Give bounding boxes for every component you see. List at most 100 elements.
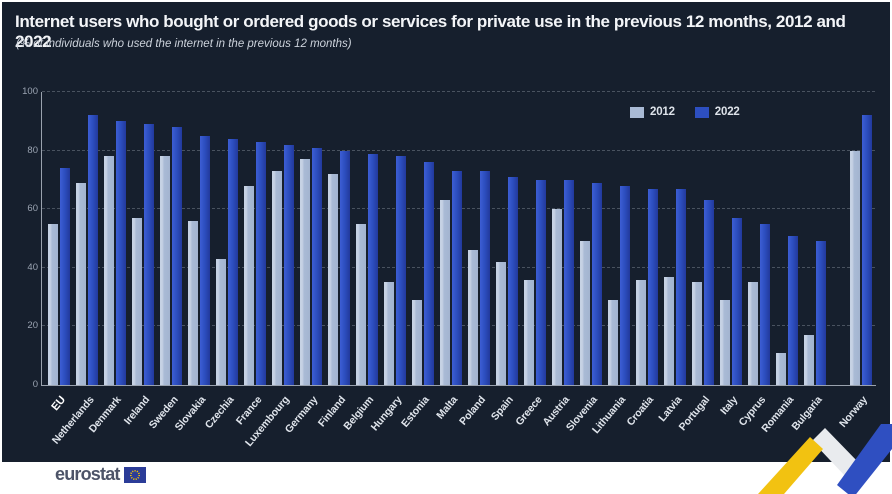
chart-panel: Internet users who bought or ordered goo…: [2, 2, 890, 462]
bar-2022-sweden: [172, 127, 182, 385]
bar-2012-italy: [720, 300, 730, 385]
bar-2022-norway: [862, 115, 872, 385]
bar-group-eu: EU: [45, 92, 73, 413]
x-axis-line: [41, 385, 876, 386]
y-tick-label: 100: [22, 86, 38, 97]
x-tick-label-malta: Malta: [434, 394, 461, 422]
bar-2012-bulgaria: [804, 335, 814, 385]
bar-2012-france: [244, 185, 254, 385]
bar-group-netherlands: Netherlands: [49, 92, 101, 447]
bar-2022-belgium: [368, 153, 378, 385]
bar-group-slovakia: Slovakia: [173, 92, 213, 433]
bar-2022-poland: [480, 171, 490, 385]
bar-2022-germany: [312, 147, 322, 385]
bar-2012-austria: [552, 209, 562, 385]
bar-group-norway: Norway: [837, 92, 875, 430]
bar-2022-france: [256, 141, 266, 385]
bar-group-slovenia: Slovenia: [564, 92, 605, 434]
bar-group-italy: Italy: [717, 92, 745, 417]
bar-2012-sweden: [160, 156, 170, 385]
bar-2022-estonia: [424, 162, 434, 385]
bar-2012-slovakia: [188, 220, 198, 385]
bar-2012-romania: [776, 352, 786, 385]
bar-2022-lithuania: [620, 185, 630, 385]
bar-group-romania: Romania: [759, 92, 801, 435]
ribbon-yellow-band: [758, 437, 823, 494]
bar-group-estonia: Estonia: [400, 92, 437, 430]
ribbon-white-band: [812, 428, 859, 477]
footer-strip: [0, 462, 892, 494]
bar-2012-portugal: [692, 282, 702, 385]
bar-groups: EU Netherlands Denmark Ireland Sweden Slovaki…: [45, 92, 875, 449]
eurostat-logo: eurostat: [55, 464, 146, 485]
bar-2022-czechia: [228, 138, 238, 385]
bar-2012-slovenia: [580, 241, 590, 385]
y-tick-label: 40: [27, 261, 38, 273]
bar-2022-greece: [536, 179, 546, 385]
bar-2022-romania: [788, 235, 798, 385]
gridline: [42, 91, 875, 92]
y-axis-line: [41, 92, 42, 385]
bar-2022-ireland: [144, 124, 154, 385]
bar-group-malta: Malta: [434, 92, 465, 422]
y-tick-label: 60: [27, 203, 38, 215]
legend-swatch-2012-icon: [630, 106, 644, 118]
bar-group-france: France: [234, 92, 269, 427]
bar-2012-germany: [300, 159, 310, 385]
y-tick-label: 20: [27, 320, 38, 332]
bar-2012-norway: [850, 150, 860, 385]
bar-2022-denmark: [116, 121, 126, 385]
bar-2022-cyprus: [760, 223, 770, 385]
plot-area: 0 20 40 60 80 100 EU Netherlands Denmark Ireland…: [22, 86, 876, 449]
bar-2012-greece: [524, 279, 534, 385]
bar-2012-latvia: [664, 276, 674, 385]
chart-title: Internet users who bought or ordered goo…: [15, 12, 846, 51]
gridline: [42, 149, 875, 151]
legend-item-2012: 2012: [630, 106, 675, 118]
bar-2022-slovenia: [592, 182, 602, 385]
legend-item-2022: 2022: [694, 106, 740, 118]
bar-group-denmark: Denmark: [87, 92, 129, 435]
bar-2022-latvia: [676, 188, 686, 385]
bar-2012-poland: [468, 250, 478, 385]
bar-group-germany: Germany: [283, 92, 325, 436]
bar-2012-hungary: [384, 282, 394, 385]
bar-2012-denmark: [104, 156, 114, 385]
bar-group-hungary: Hungary: [369, 92, 409, 433]
legend-swatch-2022-icon: [694, 106, 709, 118]
bar-group-ireland: Ireland: [122, 92, 157, 427]
bar-2012-luxembourg: [272, 171, 282, 385]
bar-2012-malta: [440, 200, 450, 385]
bar-group-bulgaria: Bulgaria: [789, 92, 829, 433]
bar-2012-croatia: [636, 279, 646, 385]
bar-2022-eu: [60, 168, 70, 385]
bar-group-austria: Austria: [541, 92, 577, 428]
ribbon-blue-band: [837, 424, 892, 494]
y-tick-label: 80: [27, 144, 38, 156]
bar-group-poland: Poland: [457, 92, 493, 428]
x-tick-label-greece: Greece: [512, 394, 545, 429]
legend: 2012 2022: [630, 106, 740, 118]
bar-group-lithuania: Lithuania: [590, 92, 633, 436]
bar-group-portugal: Portugal: [677, 92, 717, 433]
bar-2012-czechia: [216, 259, 226, 385]
bar-2012-finland: [328, 174, 338, 385]
bar-2022-finland: [340, 150, 350, 385]
bar-group-czechia: Czechia: [202, 92, 241, 431]
bar-2022-malta: [452, 171, 462, 385]
bar-2012-belgium: [356, 223, 366, 385]
bar-2012-estonia: [412, 300, 422, 385]
x-tick-label-spain: Spain: [489, 394, 517, 423]
bar-group-croatia: Croatia: [625, 92, 661, 428]
bar-2022-bulgaria: [816, 241, 826, 385]
x-tick-label-croatia: Croatia: [624, 394, 657, 429]
bar-2022-netherlands: [88, 115, 98, 385]
bar-group-latvia: Latvia: [656, 92, 689, 424]
bar-2022-croatia: [648, 188, 658, 385]
bar-2022-slovakia: [200, 135, 210, 385]
legend-label-2022: 2022: [714, 106, 740, 118]
bar-2022-luxembourg: [284, 144, 294, 385]
bar-2012-ireland: [132, 218, 142, 385]
bar-group-sweden: Sweden: [146, 92, 185, 431]
eurostat-wordmark: eurostat: [55, 464, 120, 484]
